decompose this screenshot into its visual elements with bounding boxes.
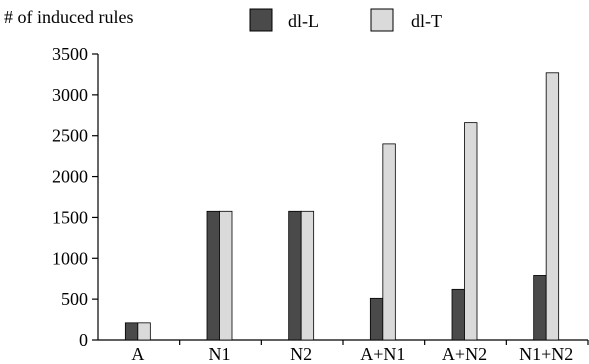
bar-dl-l-a-n2 bbox=[451, 288, 465, 341]
x-tick-label: A+N1 bbox=[360, 344, 405, 364]
y-tick-label: 2000 bbox=[52, 167, 88, 187]
bar-dl-t-a-n2 bbox=[464, 122, 478, 341]
bar-dl-l-a-n1 bbox=[369, 297, 384, 341]
bar-dl-l-n1-n2 bbox=[533, 275, 547, 341]
x-tick-label: N1 bbox=[209, 344, 231, 364]
bar-dl-t-a bbox=[137, 322, 151, 341]
legend: dl-L dl-T bbox=[249, 8, 442, 32]
bar-dl-t-n1 bbox=[219, 210, 233, 341]
x-tick-label: N2 bbox=[290, 344, 312, 364]
y-tick-label: 500 bbox=[61, 289, 88, 309]
y-axis-label: # of induced rules bbox=[4, 7, 133, 27]
y-tick-label: 1500 bbox=[52, 207, 88, 227]
bar-dl-l-a bbox=[124, 322, 139, 341]
legend-label-dl-t: dl-T bbox=[411, 11, 442, 31]
bar-dl-l-n1 bbox=[206, 210, 220, 341]
y-tick-label: 3500 bbox=[52, 44, 88, 64]
bar-dl-t-n1-n2 bbox=[545, 72, 560, 341]
x-axis: A N1 N2 A+N1 A+N2 N1+N2 bbox=[98, 339, 589, 364]
y-tick-label: 3000 bbox=[52, 85, 88, 105]
bars bbox=[124, 72, 560, 341]
x-tick-label: A+N2 bbox=[442, 344, 487, 364]
y-tick-label: 1000 bbox=[52, 248, 88, 268]
legend-label-dl-l: dl-L bbox=[288, 11, 319, 31]
y-axis: 0 500 1000 1500 2000 2500 3000 3500 bbox=[52, 44, 99, 350]
x-tick-label: N1+N2 bbox=[519, 344, 573, 364]
legend-swatch-dl-l bbox=[249, 8, 273, 32]
bar-dl-l-n2 bbox=[288, 210, 302, 341]
y-tick-label: 2500 bbox=[52, 126, 88, 146]
bar-dl-t-a-n1 bbox=[382, 143, 396, 341]
bar-dl-t-n2 bbox=[300, 210, 315, 341]
x-tick-label: A bbox=[131, 344, 144, 364]
y-tick-label: 0 bbox=[79, 330, 88, 350]
legend-swatch-dl-t bbox=[370, 8, 394, 32]
